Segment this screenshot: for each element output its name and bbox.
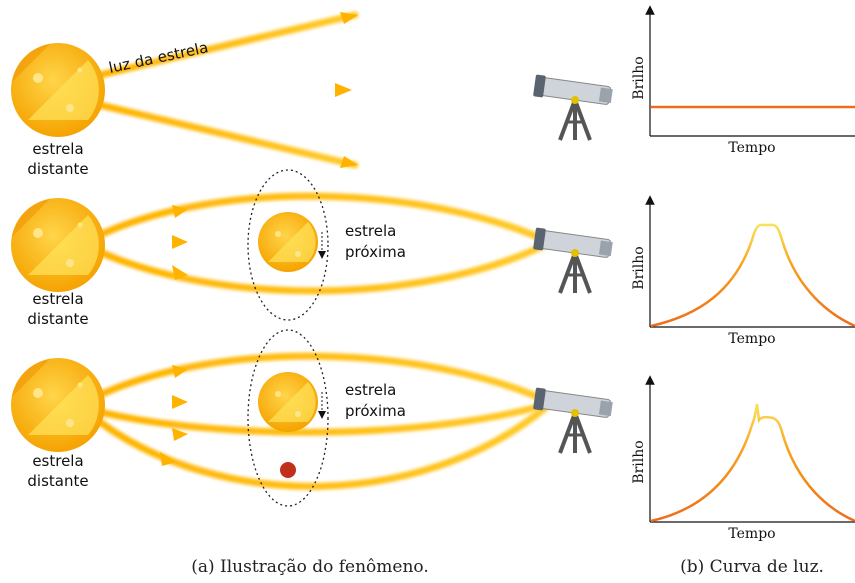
y-axis-label: Brilho <box>631 56 647 99</box>
telescope <box>533 74 613 140</box>
lens-label: estrela <box>345 222 396 240</box>
caption: (b) Curva de luz. <box>680 557 824 577</box>
near-star <box>258 212 318 272</box>
row-2: estrela próxima estrela distante <box>11 170 613 328</box>
distant-star <box>11 198 105 292</box>
lens-label: estrela <box>345 381 396 399</box>
planet <box>280 462 296 478</box>
magnification-curve <box>651 404 855 521</box>
caption: (a) Ilustração do fenômeno. <box>191 557 429 577</box>
source-label: estrela <box>32 140 83 158</box>
figure: luz da estrela estrela distante estrela … <box>0 0 855 583</box>
source-label: distante <box>27 160 88 178</box>
source-label: estrela <box>32 290 83 308</box>
light-curve-3: Tempo Brilho <box>631 380 855 542</box>
source-label: estrela <box>32 452 83 470</box>
distant-star <box>11 358 105 452</box>
y-axis-label: Brilho <box>631 440 647 483</box>
row-3: estrela próxima estrela distante <box>11 330 613 506</box>
y-axis-label: Brilho <box>631 246 647 289</box>
x-axis-label: Tempo <box>728 140 775 156</box>
lens-label: próxima <box>345 402 406 420</box>
x-axis-label: Tempo <box>728 331 775 347</box>
telescope <box>533 387 613 453</box>
lens-label: próxima <box>345 243 406 261</box>
source-label: distante <box>27 472 88 490</box>
source-label: distante <box>27 310 88 328</box>
near-star <box>258 372 318 432</box>
light-curve-1: Tempo Brilho <box>631 10 855 156</box>
magnification-curve <box>651 225 855 326</box>
x-axis-label: Tempo <box>728 526 775 542</box>
beam <box>100 105 355 165</box>
telescope <box>533 227 613 293</box>
light-curve-2: Tempo Brilho <box>631 200 855 347</box>
distant-star <box>11 43 105 137</box>
beam-label: luz da estrela <box>107 38 210 77</box>
row-1: luz da estrela estrela distante <box>11 12 613 178</box>
beam <box>100 245 545 291</box>
